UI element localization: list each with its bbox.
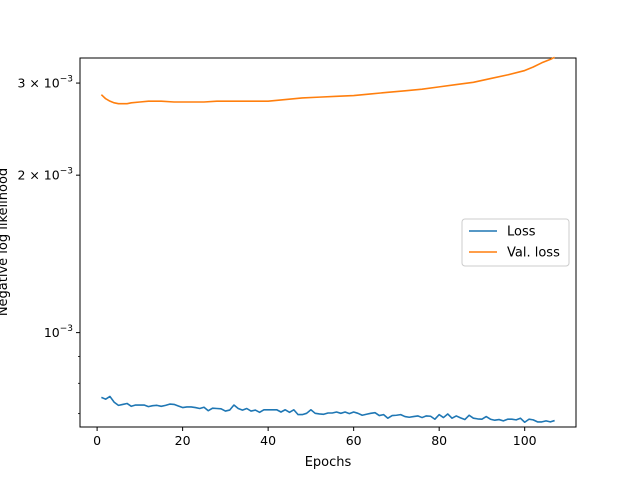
legend-label-loss: Loss — [507, 225, 536, 240]
x-tick-label: 60 — [346, 433, 362, 448]
y-tick-label: 10−3 — [44, 324, 73, 340]
x-axis-label: Epochs — [305, 455, 352, 470]
y-tick-label: 2 × 10−3 — [17, 167, 73, 183]
x-tick-label: 40 — [260, 433, 276, 448]
legend: Loss Val. loss — [461, 218, 570, 267]
series-line-val-loss — [100, 56, 555, 105]
x-tick-label: 100 — [513, 433, 537, 448]
y-tick-label: 3 × 10−3 — [17, 75, 73, 91]
series-line-loss — [101, 395, 555, 424]
y-axis-label: Negative log likelihood — [0, 168, 11, 316]
y-axis: 10−3 2 × 10−3 3 × 10−3 — [17, 75, 80, 415]
x-tick-label: 80 — [431, 433, 447, 448]
x-tick-label: 0 — [93, 433, 101, 448]
x-tick-label: 20 — [175, 433, 191, 448]
legend-label-val-loss: Val. loss — [507, 246, 560, 261]
series-layer — [100, 56, 555, 424]
x-axis: 0 20 40 60 80 100 — [93, 427, 537, 448]
